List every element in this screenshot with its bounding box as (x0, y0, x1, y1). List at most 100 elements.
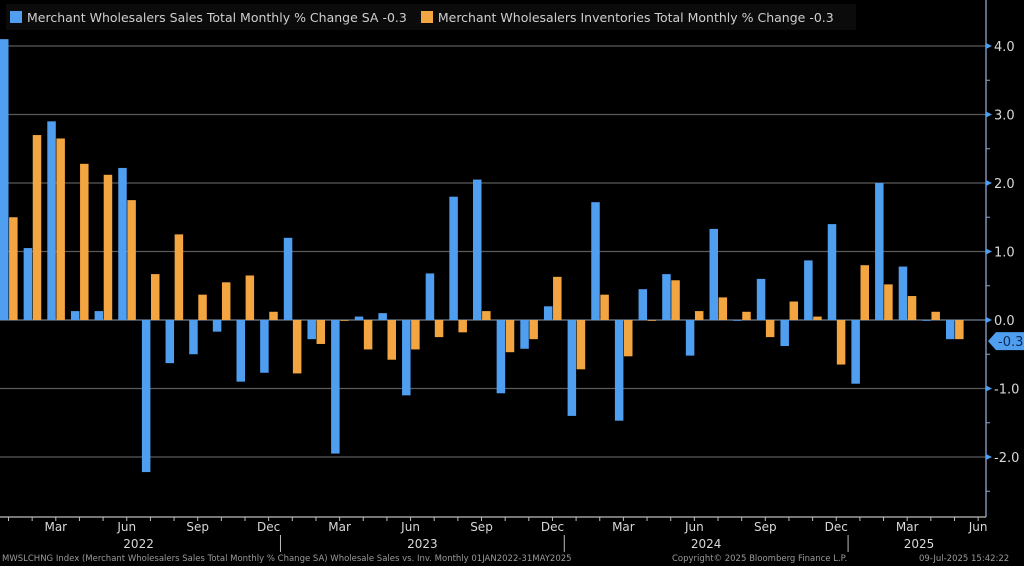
bar-sales (141, 320, 151, 473)
bar-sales (756, 278, 766, 320)
bar-sales (94, 311, 104, 320)
bar-inventories (742, 311, 751, 320)
bar-inventories (529, 320, 538, 340)
bar-sales (898, 266, 908, 320)
bar-sales (851, 320, 860, 384)
bar-inventories (671, 280, 680, 320)
y-tick-label: 4.0 (994, 40, 1015, 55)
bar-inventories (363, 320, 373, 350)
bar-sales (804, 260, 813, 320)
bar-sales (354, 316, 364, 320)
bar-inventories (387, 320, 396, 360)
x-tick-label: Jun (684, 520, 704, 534)
bar-sales (212, 320, 222, 332)
bar-inventories (32, 135, 42, 320)
bar-sales (827, 224, 837, 320)
bar-sales (260, 320, 269, 373)
bar-inventories (198, 294, 207, 320)
bar-sales (567, 320, 577, 416)
x-tick-label: Jun (400, 520, 420, 534)
bar-inventories (884, 284, 893, 320)
bar-sales (496, 320, 506, 394)
bar-inventories (174, 234, 184, 320)
legend-swatch-sales (10, 11, 22, 23)
bar-sales (709, 228, 718, 320)
bar-inventories (56, 138, 65, 320)
bar-sales (591, 202, 600, 320)
y-tick-marker (986, 317, 992, 323)
bar-inventories (9, 217, 18, 320)
bar-sales (70, 311, 80, 320)
bar-inventories (127, 200, 136, 320)
x-tick-label: Jun (116, 520, 136, 534)
bar-sales (473, 179, 482, 320)
bar-inventories (836, 320, 846, 365)
x-tick-label: Mar (896, 520, 919, 534)
y-tick-marker (986, 385, 992, 392)
bar-sales (23, 248, 33, 320)
legend-item-inventories: Merchant Wholesalers Inventories Total M… (420, 9, 834, 25)
bar-inventories (694, 311, 704, 320)
year-label: 2024 (691, 537, 722, 551)
bar-inventories (624, 320, 633, 357)
bars (0, 39, 964, 473)
bar-sales (402, 320, 411, 396)
bar-inventories (103, 174, 113, 320)
bar-sales (283, 237, 293, 320)
bar-sales (780, 320, 789, 347)
legend-swatch-inventories (420, 11, 433, 23)
bar-sales (733, 320, 742, 321)
bar-sales (331, 320, 340, 454)
y-tick-marker (986, 111, 992, 118)
bar-sales (189, 320, 198, 355)
bar-sales (307, 320, 316, 340)
bar-inventories (553, 276, 562, 320)
bar-inventories (411, 320, 420, 350)
x-tick-label: Dec (257, 520, 280, 534)
x-tick-label: Dec (825, 520, 848, 534)
bar-inventories (458, 320, 467, 333)
bar-sales (946, 320, 955, 340)
bar-sales (543, 306, 553, 320)
bar-inventories (221, 282, 231, 320)
bar-sales (378, 313, 387, 320)
x-tick-label: Sep (754, 520, 777, 534)
bar-inventories (151, 274, 160, 320)
bar-inventories (789, 301, 799, 320)
bar-sales (118, 167, 127, 320)
bar-sales (685, 320, 695, 356)
footer: MWSLCHNG Index (Merchant Wholesalers Sal… (0, 554, 1024, 566)
y-tick-marker (986, 248, 992, 255)
bar-inventories (955, 320, 964, 340)
legend-label-inventories: Merchant Wholesalers Inventories Total M… (437, 9, 834, 25)
legend-label-sales: Merchant Wholesalers Sales Total Monthly… (27, 9, 407, 25)
bar-inventories (292, 320, 302, 374)
legend-item-sales: Merchant Wholesalers Sales Total Monthly… (10, 10, 407, 25)
bar-sales (922, 320, 931, 321)
x-tick-label: Mar (612, 520, 635, 534)
bar-sales (47, 121, 56, 320)
bar-sales (236, 320, 245, 382)
y-tick-label: 2.0 (994, 177, 1015, 192)
bar-sales (638, 289, 648, 320)
bar-inventories (434, 320, 444, 338)
bar-inventories (316, 320, 326, 344)
y-tick-label: 1.0 (994, 246, 1015, 261)
bar-sales (425, 273, 435, 320)
axes: 4.0 3.0 2.0 1.0 0.0 -1.0 -2.0 -0.3 Mar Jun Sep Dec M… (0, 0, 1024, 552)
y-tick-label: 3.0 (994, 109, 1015, 124)
x-tick-label: Sep (470, 520, 493, 534)
bar-inventories (931, 311, 940, 320)
footer-timestamp: 09-Jul-2025 15:42:22 (919, 554, 1010, 564)
x-tick-label: Dec (541, 520, 564, 534)
bar-inventories (813, 316, 822, 320)
y-tick-label: -1.0 (994, 383, 1019, 398)
year-label: 2025 (904, 537, 935, 551)
bar-sales (449, 196, 458, 320)
bar-inventories (907, 296, 917, 320)
legend: Merchant Wholesalers Sales Total Monthly… (6, 4, 856, 30)
footer-source: MWSLCHNG Index (Merchant Wholesalers Sal… (2, 554, 572, 564)
bar-sales (875, 183, 884, 320)
grid-lines (0, 45, 986, 458)
